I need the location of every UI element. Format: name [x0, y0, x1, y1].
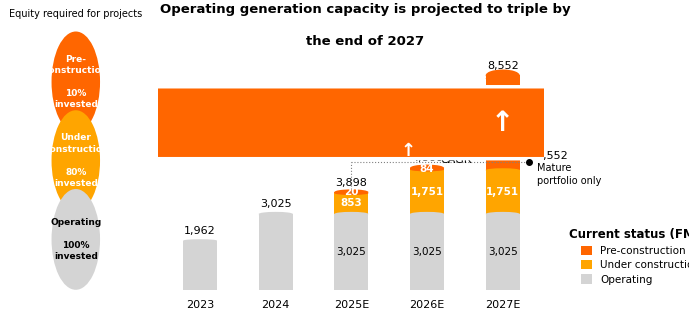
- Bar: [258, 214, 293, 290]
- Ellipse shape: [410, 165, 444, 171]
- Text: CAGR: CAGR: [440, 155, 471, 165]
- Bar: [183, 241, 217, 290]
- Ellipse shape: [258, 212, 293, 216]
- Text: 1,751: 1,751: [486, 187, 520, 197]
- Text: the end of 2027: the end of 2027: [306, 35, 424, 48]
- Text: ↑: ↑: [400, 142, 415, 160]
- Ellipse shape: [410, 168, 444, 172]
- Bar: [334, 192, 369, 214]
- Ellipse shape: [486, 168, 520, 172]
- Circle shape: [52, 110, 100, 211]
- Text: 8,552: 8,552: [537, 151, 568, 161]
- Text: Under
Construction

80%
invested: Under Construction 80% invested: [43, 133, 109, 188]
- Ellipse shape: [258, 214, 293, 216]
- Bar: [410, 168, 444, 170]
- Ellipse shape: [183, 239, 217, 242]
- Text: 853: 853: [340, 198, 362, 208]
- Text: 3,898: 3,898: [336, 178, 367, 187]
- Bar: [334, 214, 369, 290]
- Text: 84: 84: [420, 164, 434, 174]
- Ellipse shape: [486, 212, 520, 216]
- Text: Pre-
construction

10%
invested: Pre- construction 10% invested: [43, 54, 108, 109]
- Legend: Pre-construction, Under construction, Operating: Pre-construction, Under construction, Op…: [568, 228, 689, 284]
- Ellipse shape: [486, 70, 520, 81]
- Ellipse shape: [486, 75, 520, 81]
- Text: Equity required for projects: Equity required for projects: [9, 9, 143, 20]
- Text: ↑: ↑: [491, 109, 514, 137]
- Ellipse shape: [334, 191, 369, 194]
- Text: 3,025: 3,025: [260, 199, 291, 209]
- Bar: [410, 170, 444, 214]
- Text: Operating generation capacity is projected to triple by: Operating generation capacity is project…: [160, 3, 570, 16]
- Text: 8,552: 8,552: [487, 61, 519, 71]
- Text: 48%: 48%: [440, 135, 473, 149]
- Text: Mature
portfolio only: Mature portfolio only: [537, 163, 601, 186]
- Text: 4,860: 4,860: [411, 153, 443, 163]
- Circle shape: [52, 189, 100, 290]
- Circle shape: [0, 145, 689, 158]
- Text: Operating

100%
invested: Operating 100% invested: [50, 218, 101, 261]
- Ellipse shape: [334, 212, 369, 216]
- Ellipse shape: [183, 241, 217, 242]
- Text: 3,025: 3,025: [488, 247, 517, 257]
- Ellipse shape: [334, 189, 369, 195]
- Text: 3,025: 3,025: [336, 247, 367, 257]
- Text: 3,025: 3,025: [412, 247, 442, 257]
- Ellipse shape: [410, 168, 444, 171]
- Text: 1,751: 1,751: [411, 187, 444, 197]
- Ellipse shape: [334, 192, 369, 195]
- Circle shape: [52, 32, 100, 132]
- Bar: [486, 75, 520, 170]
- Text: 3,776: 3,776: [486, 118, 520, 128]
- Bar: [410, 214, 444, 290]
- Text: 1,962: 1,962: [184, 226, 216, 236]
- Text: 20: 20: [344, 187, 359, 197]
- Bar: [486, 214, 520, 290]
- Circle shape: [0, 87, 689, 159]
- Ellipse shape: [410, 212, 444, 216]
- Bar: [486, 170, 520, 214]
